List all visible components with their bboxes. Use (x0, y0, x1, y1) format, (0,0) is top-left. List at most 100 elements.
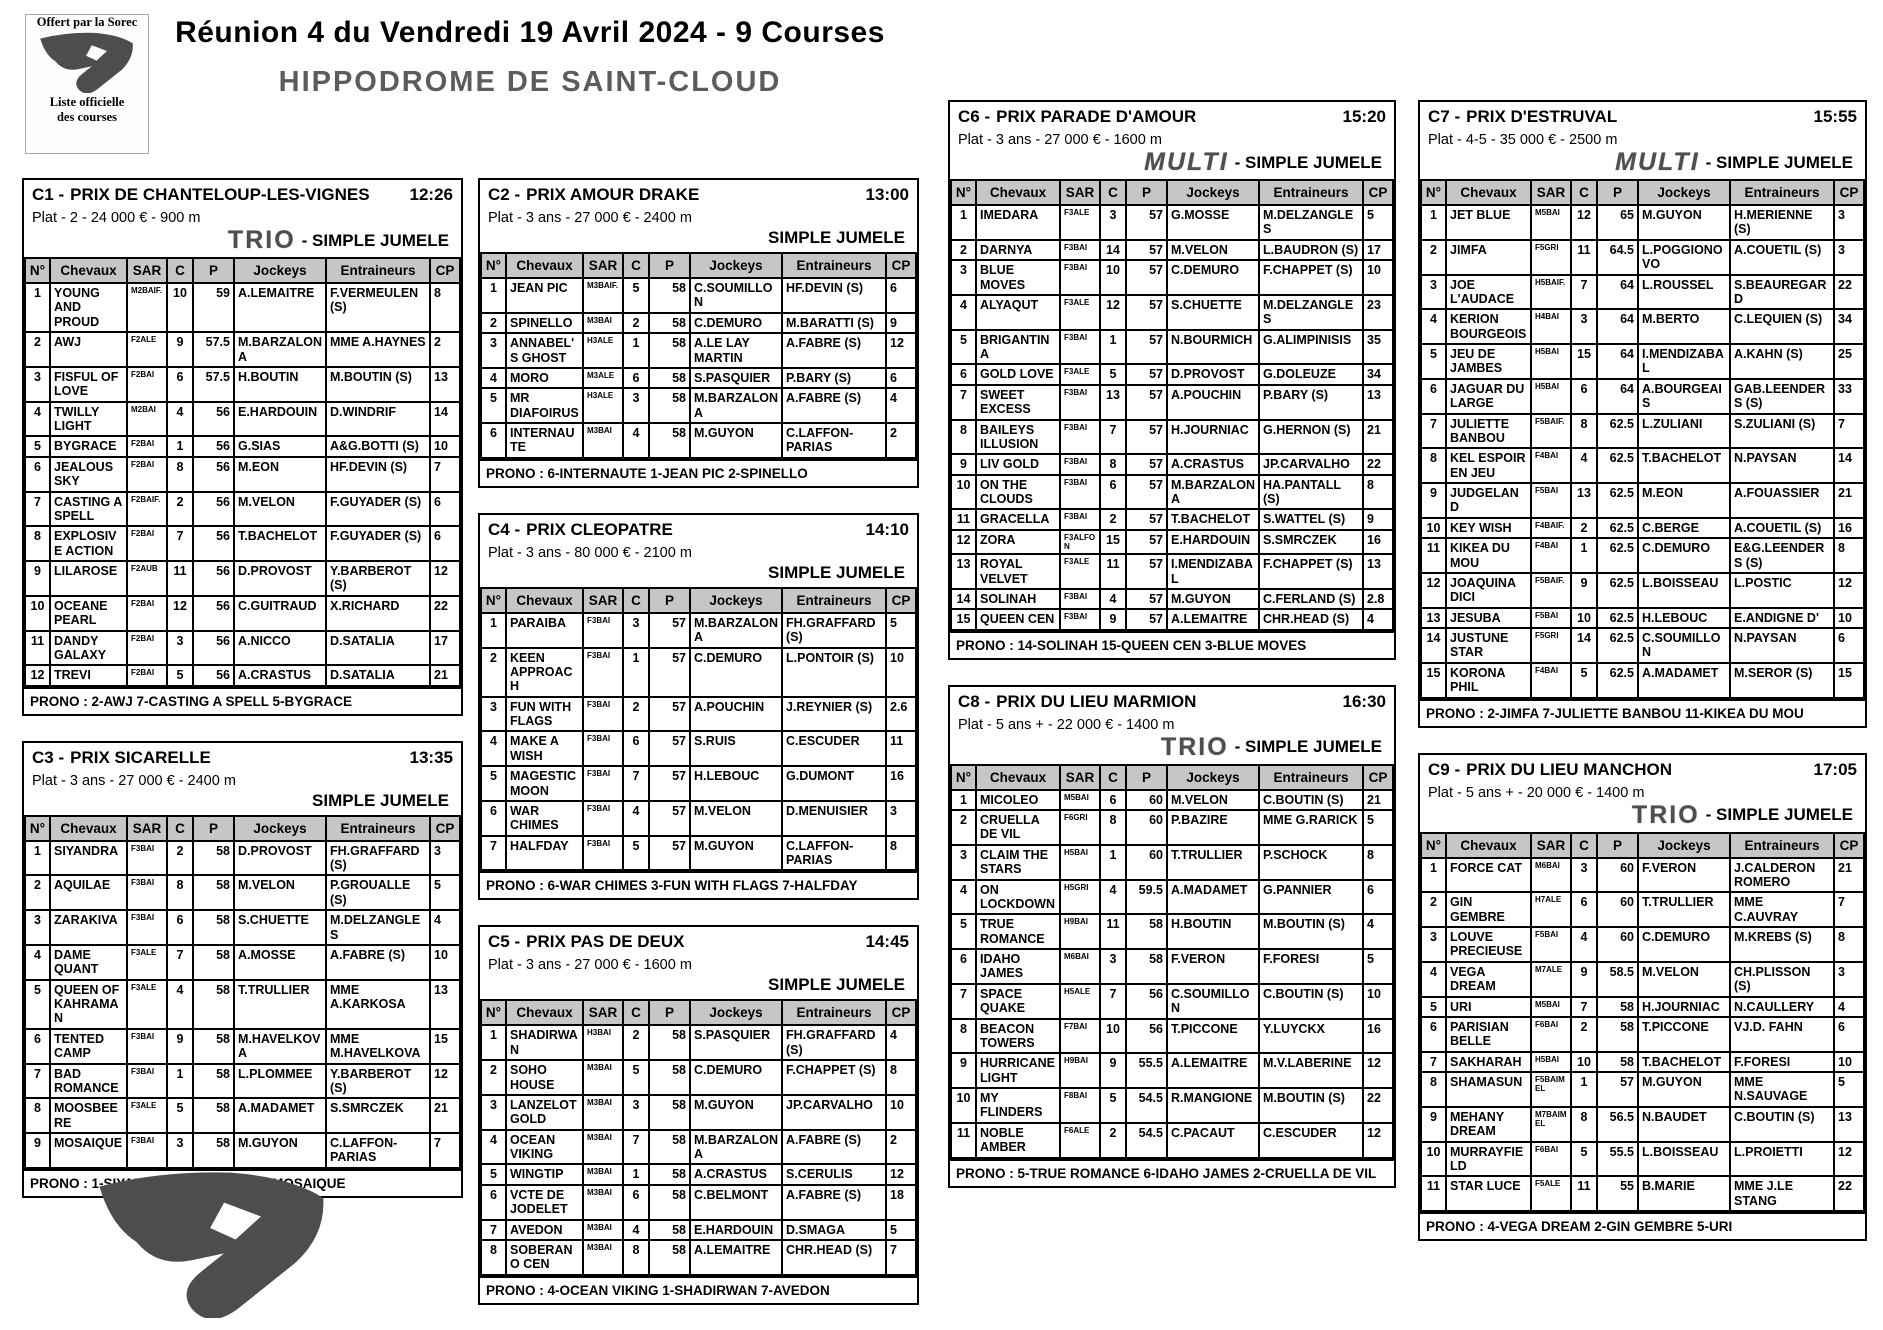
runner-trainer: MME A.HAYNES (325, 331, 431, 368)
race-title: C3 - PRIX SICARELLE (32, 747, 211, 767)
runner-c: 2 (166, 490, 194, 528)
col-header-p: P (648, 999, 691, 1027)
runners-table: N° Chevaux SAR C P Jockeys Entraineurs C… (950, 179, 1394, 631)
runner-cp: 6 (885, 277, 917, 314)
runner-num: 5 (24, 978, 51, 1030)
prono-line: PRONO : 6-INTERNAUTE 1-JEAN PIC 2-SPINEL… (480, 458, 917, 486)
runner-cp: 4 (885, 1024, 917, 1062)
runner-sar: F3BAI (1059, 473, 1101, 511)
runner-cp: 4 (1833, 995, 1865, 1018)
runner-trainer: F.GUYADER (S) (325, 490, 431, 528)
runner-cp: 17 (1362, 238, 1394, 262)
runner-horse: PARISIAN BELLE (1445, 1015, 1532, 1053)
runner-c: 12 (1570, 204, 1598, 241)
col-header-sar: SAR (1059, 763, 1101, 791)
runner-sar: M7ALE (1530, 960, 1572, 998)
runner-horse: KEY WISH (1445, 516, 1532, 540)
prono-line: PRONO : 2-JIMFA 7-JULIETTE BANBOU 11-KIK… (1420, 698, 1865, 726)
runner-horse: JUDGELAND (1445, 482, 1532, 519)
runner-jockey: L.BOISSEAU (1637, 571, 1731, 609)
runner-horse: LANZELOT GOLD (505, 1093, 584, 1131)
runner-trainer: S.ZULIANI (S) (1729, 412, 1835, 450)
runner-horse: MOOSBEERE (49, 1097, 128, 1134)
runner-num: 6 (24, 1027, 51, 1065)
runner-sar: F3ALE (1059, 553, 1101, 590)
runner-sar: F3BAI (1059, 383, 1101, 421)
runner-c: 5 (622, 277, 650, 314)
runner-cp: 6 (1833, 627, 1865, 664)
runner-p: 57.5 (192, 365, 235, 403)
runner-p: 58 (1596, 1015, 1639, 1053)
race-card-c1: C1 - PRIX DE CHANTELOUP-LES-VIGNES 12:26 … (22, 178, 463, 716)
runner-row: 3 CLAIM THE STARS H5BAI 1 60 T.TRULLIER P.SCHO… (950, 843, 1394, 881)
col-header-cp: CP (429, 814, 461, 842)
runner-jockey: T.BACHELOT (1637, 447, 1731, 484)
runner-p: 58 (648, 1093, 691, 1131)
runner-jockey: P.BAZIRE (1166, 809, 1260, 846)
runner-row: 4 TWILLY LIGHT M2BAI 4 56 E.HARDOUIN D.WINDRIF… (24, 400, 461, 438)
runner-jockey: S.CHUETTE (233, 909, 327, 946)
col-header-c: C (166, 814, 194, 842)
runner-cp: 8 (1362, 843, 1394, 881)
runner-jockey: T.PICCONE (1166, 1017, 1260, 1055)
runner-trainer: M.BOUTIN (S) (1258, 1087, 1364, 1124)
runner-trainer: F.CHAPPET (S) (1258, 259, 1364, 296)
runner-row: 11 GRACELLA F3BAI 2 57 T.BACHELOT S.WATTEL (S)… (950, 508, 1394, 531)
runner-cp: 22 (1362, 453, 1394, 476)
runner-row: 7 SPACE QUAKE H5ALE 7 56 C.SOUMILLON C.BOUTIN … (950, 982, 1394, 1020)
runner-horse: VCTE DE JODELET (505, 1183, 584, 1221)
runner-p: 57 (1125, 204, 1168, 241)
runner-horse: LIV GOLD (975, 453, 1061, 476)
runner-jockey: F.VERON (1637, 856, 1731, 894)
col-header-jockeys: Jockeys (233, 257, 327, 284)
runner-row: 5 QUEEN OF KAHRAMAN F3ALE 4 58 T.TRULLIER MME … (24, 978, 461, 1030)
runner-trainer: D.SATALIA (325, 664, 431, 687)
col-header-num: N° (24, 814, 51, 842)
runner-horse: WAR CHIMES (505, 799, 584, 837)
runner-row: 8 BEACON TOWERS F7BAI 10 56 T.PICCONE Y.LUYCKX… (950, 1017, 1394, 1055)
runner-trainer: C.LAFFON-PARIAS (781, 834, 887, 872)
bet-types: MULTI - SIMPLE JUMELE (1428, 148, 1857, 178)
runner-p: 58.5 (1596, 960, 1639, 998)
runner-c: 3 (1570, 856, 1598, 894)
runner-num: 9 (1420, 1105, 1447, 1143)
runner-p: 57 (648, 765, 691, 802)
runner-sar: H9BAI (1059, 913, 1101, 950)
race-card-header: C6 - PRIX PARADE D'AMOUR 15:20 Plat - 3 a… (950, 102, 1394, 179)
runner-row: 3 FUN WITH FLAGS F3BAI 2 57 A.POUCHIN J.REYNIE… (480, 695, 917, 733)
runner-num: 1 (950, 788, 977, 812)
runner-trainer: A.FABRE (S) (325, 943, 431, 981)
col-header-jockeys: Jockeys (689, 999, 783, 1027)
runner-cp: 21 (429, 664, 461, 687)
runner-c: 7 (1570, 995, 1598, 1018)
runner-sar: M3BAIF. (582, 277, 624, 314)
race-code: C3 (32, 747, 54, 767)
runner-sar: F6ALE (1059, 1121, 1101, 1159)
runner-jockey: M.BARZALONA (689, 611, 783, 649)
runner-trainer: VJ.D. FAHN (1729, 1015, 1835, 1053)
runner-trainer: P.GROUALLE (S) (325, 874, 431, 912)
runner-trainer: F.FORESI (1729, 1050, 1835, 1074)
col-header-jockeys: Jockeys (689, 252, 783, 279)
runner-sar: F3BAI (126, 1132, 168, 1169)
runner-c: 7 (166, 943, 194, 981)
runner-row: 13 ROYAL VELVET F3ALE 11 57 I.MENDIZABAL F.CHA… (950, 553, 1394, 590)
col-header-num: N° (480, 586, 507, 614)
runner-p: 55 (1596, 1175, 1639, 1212)
race-card-header: C1 - PRIX DE CHANTELOUP-LES-VIGNES 12:26 … (24, 180, 461, 257)
runner-jockey: M.GUYON (1166, 587, 1260, 611)
runner-cp: 4 (1362, 608, 1394, 631)
runner-cp: 5 (1362, 204, 1394, 241)
runner-c: 8 (166, 455, 194, 493)
runner-row: 1 YOUNG AND PROUD M2BAIF. 10 59 A.LEMAITRE F.V… (24, 281, 461, 334)
runner-sar: F8BAI (1059, 1087, 1101, 1124)
runner-cp: 16 (885, 765, 917, 802)
runner-num: 1 (1420, 856, 1447, 894)
col-header-p: P (1125, 763, 1168, 791)
runner-sar: F5GRI (1530, 627, 1572, 664)
runner-row: 1 IMEDARA F3ALE 3 57 G.MOSSE M.DELZANGLES 5 (950, 204, 1394, 241)
runner-horse: WINGTIP (505, 1163, 584, 1186)
runner-num: 5 (480, 765, 507, 802)
runner-trainer: D.MENUISIER (781, 799, 887, 837)
